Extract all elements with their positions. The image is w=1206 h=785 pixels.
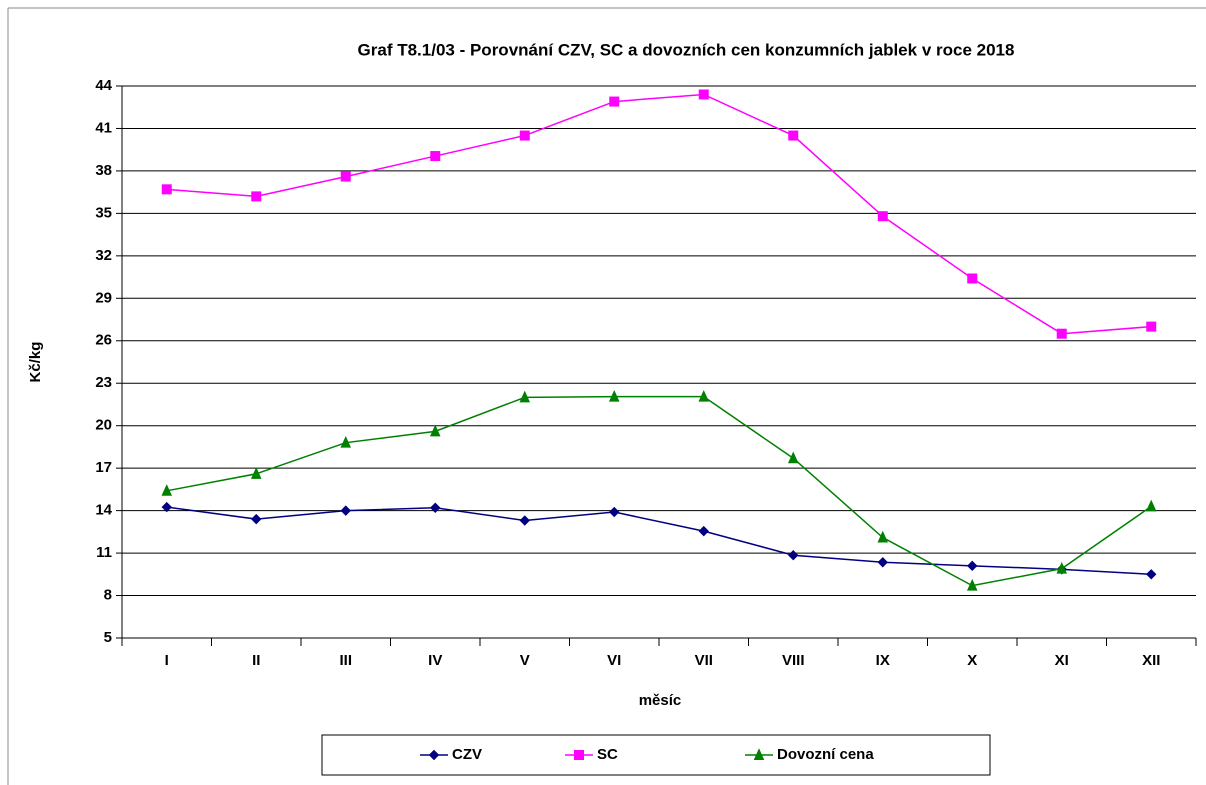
series-line xyxy=(166,506,1152,576)
data-point xyxy=(698,89,709,100)
y-tick-label: 26 xyxy=(95,332,112,349)
legend-marker xyxy=(428,749,440,761)
data-point xyxy=(430,151,441,162)
y-tick-label: 32 xyxy=(95,247,112,264)
data-point xyxy=(608,389,620,402)
x-tick-label: VIII xyxy=(782,652,805,669)
data-point xyxy=(1056,561,1068,574)
data-point xyxy=(877,211,888,222)
data-point xyxy=(340,435,352,448)
series-line xyxy=(166,93,1152,335)
x-axis-label: měsíc xyxy=(639,692,682,709)
y-axis-label: Kč/kg xyxy=(27,342,44,383)
data-point xyxy=(251,191,262,202)
y-tick-label: 11 xyxy=(96,544,112,561)
x-tick-label: X xyxy=(967,652,977,669)
y-tick-label: 44 xyxy=(95,77,112,94)
data-point xyxy=(519,515,530,526)
y-tick-label: 20 xyxy=(95,417,112,434)
data-point xyxy=(340,505,351,516)
data-point xyxy=(1146,569,1157,580)
y-tick-label: 14 xyxy=(95,502,112,519)
data-point xyxy=(1146,321,1157,332)
y-tick-label: 35 xyxy=(95,204,112,221)
data-point xyxy=(788,130,799,141)
x-tick-label: V xyxy=(520,652,530,669)
data-point xyxy=(967,560,978,572)
legend-label: SC xyxy=(597,746,618,763)
data-point xyxy=(429,424,441,437)
data-point xyxy=(1056,328,1067,339)
y-tick-label: 41 xyxy=(95,119,112,136)
legend-label: CZV xyxy=(452,746,482,763)
data-point xyxy=(877,557,888,568)
data-point xyxy=(250,467,262,479)
data-point xyxy=(430,502,441,513)
data-point xyxy=(1145,499,1157,512)
x-tick-label: I xyxy=(165,652,169,669)
data-point xyxy=(609,96,620,107)
data-point xyxy=(251,513,262,525)
x-tick-label: III xyxy=(339,652,352,669)
legend-marker xyxy=(574,750,584,760)
y-tick-label: 23 xyxy=(95,374,112,391)
x-tick-label: VI xyxy=(607,652,621,669)
data-point xyxy=(161,484,173,496)
chart-title: Graf T8.1/03 - Porovnání CZV, SC a dovoz… xyxy=(358,40,1015,59)
y-tick-label: 5 xyxy=(104,629,112,646)
x-tick-label: II xyxy=(252,652,260,669)
data-point xyxy=(340,171,351,182)
x-tick-label: IX xyxy=(876,652,890,669)
x-tick-label: IV xyxy=(428,652,442,669)
x-tick-label: XI xyxy=(1055,652,1069,669)
data-point xyxy=(519,130,530,141)
data-point xyxy=(519,390,531,403)
x-tick-label: VII xyxy=(695,652,713,669)
data-point xyxy=(698,525,709,537)
series-line xyxy=(166,395,1152,587)
y-tick-label: 38 xyxy=(95,162,112,179)
y-tick-label: 29 xyxy=(95,289,112,306)
data-point xyxy=(967,273,978,284)
legend-label: Dovozní cena xyxy=(777,746,874,763)
x-tick-label: XII xyxy=(1142,652,1160,669)
data-point xyxy=(698,389,710,402)
data-point xyxy=(788,549,799,561)
data-point xyxy=(609,506,620,518)
data-point xyxy=(966,578,978,591)
data-point xyxy=(161,184,172,195)
y-tick-label: 17 xyxy=(95,459,112,476)
y-tick-label: 8 xyxy=(104,587,112,604)
data-point xyxy=(161,501,172,513)
data-point xyxy=(787,451,799,464)
data-point xyxy=(877,530,889,543)
legend-marker xyxy=(753,748,765,760)
